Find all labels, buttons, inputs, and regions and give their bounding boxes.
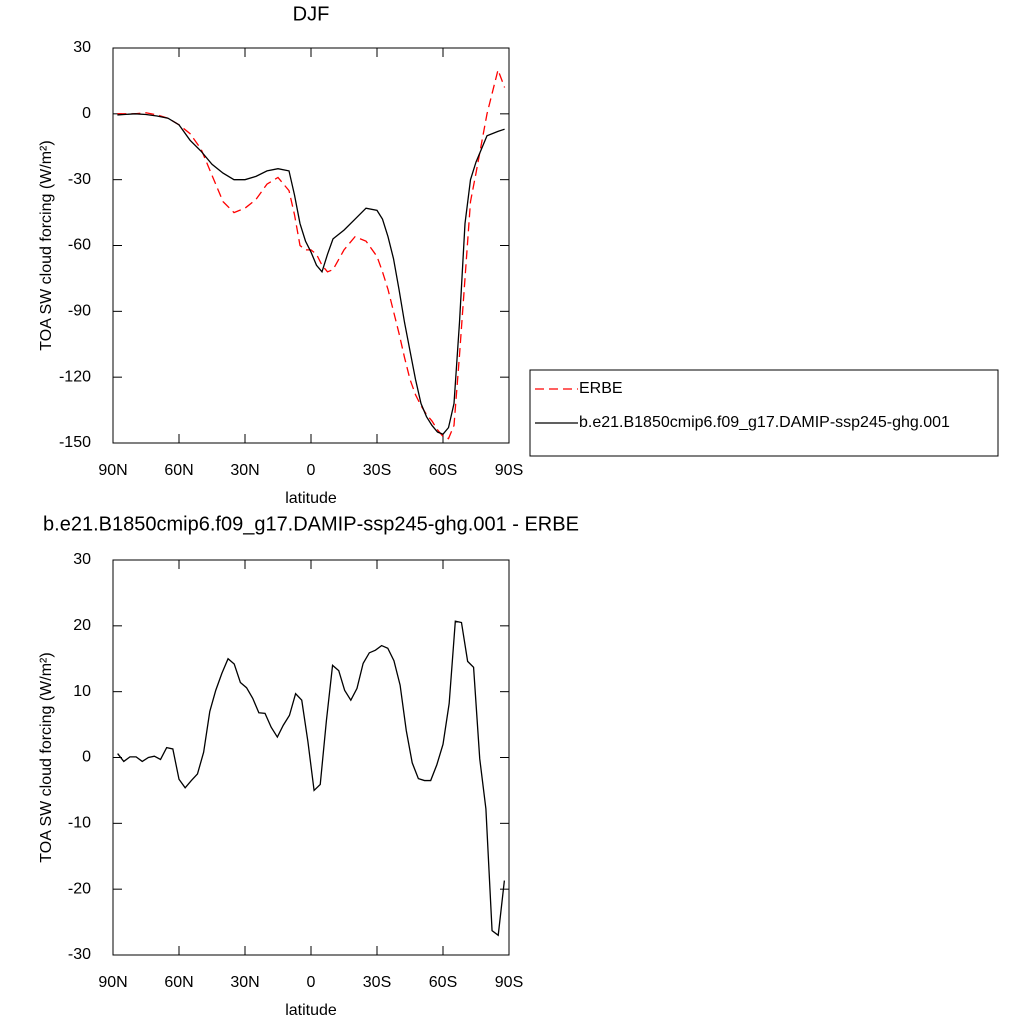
y-tick-label: 0 bbox=[82, 749, 91, 766]
y-axis-title: TOA SW cloud forcing (W/m²) bbox=[38, 652, 55, 862]
x-tick-label: 90N bbox=[98, 462, 127, 479]
x-tick-label: 60N bbox=[164, 462, 193, 479]
y-tick-label: 10 bbox=[73, 683, 91, 700]
x-tick-label: 60N bbox=[164, 974, 193, 991]
y-tick-label: 0 bbox=[82, 105, 91, 122]
y-tick-label: -90 bbox=[68, 303, 91, 320]
y-tick-label: -10 bbox=[68, 815, 91, 832]
x-tick-label: 90S bbox=[495, 462, 523, 479]
chart-title: b.e21.B1850cmip6.f09_g17.DAMIP-ssp245-gh… bbox=[43, 513, 579, 535]
plot-frame bbox=[112, 559, 510, 956]
x-tick-label: 30N bbox=[230, 462, 259, 479]
x-tick-label: 0 bbox=[307, 974, 316, 991]
x-tick-label: 90S bbox=[495, 974, 523, 991]
y-tick-label: 30 bbox=[73, 551, 91, 568]
x-tick-label: 0 bbox=[307, 462, 316, 479]
y-tick-label: 20 bbox=[73, 617, 91, 634]
x-tick-label: 60S bbox=[429, 974, 457, 991]
y-tick-label: -30 bbox=[68, 946, 91, 963]
data-line bbox=[117, 620, 506, 937]
y-tick-label: -60 bbox=[68, 237, 91, 254]
data-line bbox=[117, 113, 505, 435]
y-tick-label: -30 bbox=[68, 171, 91, 188]
y-tick-label: -20 bbox=[68, 880, 91, 897]
legend-label: ERBE bbox=[579, 380, 623, 397]
x-tick-label: 90N bbox=[98, 974, 127, 991]
chart-title: DJF bbox=[293, 3, 330, 25]
y-tick-label: -120 bbox=[59, 368, 91, 385]
y-tick-label: -150 bbox=[59, 434, 91, 451]
plot-frame bbox=[112, 47, 510, 444]
x-axis-title: latitude bbox=[285, 1002, 337, 1019]
x-tick-label: 30N bbox=[230, 974, 259, 991]
y-tick-label: 30 bbox=[73, 39, 91, 56]
x-axis-title: latitude bbox=[285, 490, 337, 507]
x-tick-label: 60S bbox=[429, 462, 457, 479]
data-line bbox=[117, 67, 506, 440]
legend-box bbox=[529, 369, 999, 457]
x-tick-label: 30S bbox=[363, 462, 391, 479]
legend-label: b.e21.B1850cmip6.f09_g17.DAMIP-ssp245-gh… bbox=[579, 414, 950, 431]
y-axis-title: TOA SW cloud forcing (W/m²) bbox=[38, 140, 55, 350]
x-tick-label: 30S bbox=[363, 974, 391, 991]
